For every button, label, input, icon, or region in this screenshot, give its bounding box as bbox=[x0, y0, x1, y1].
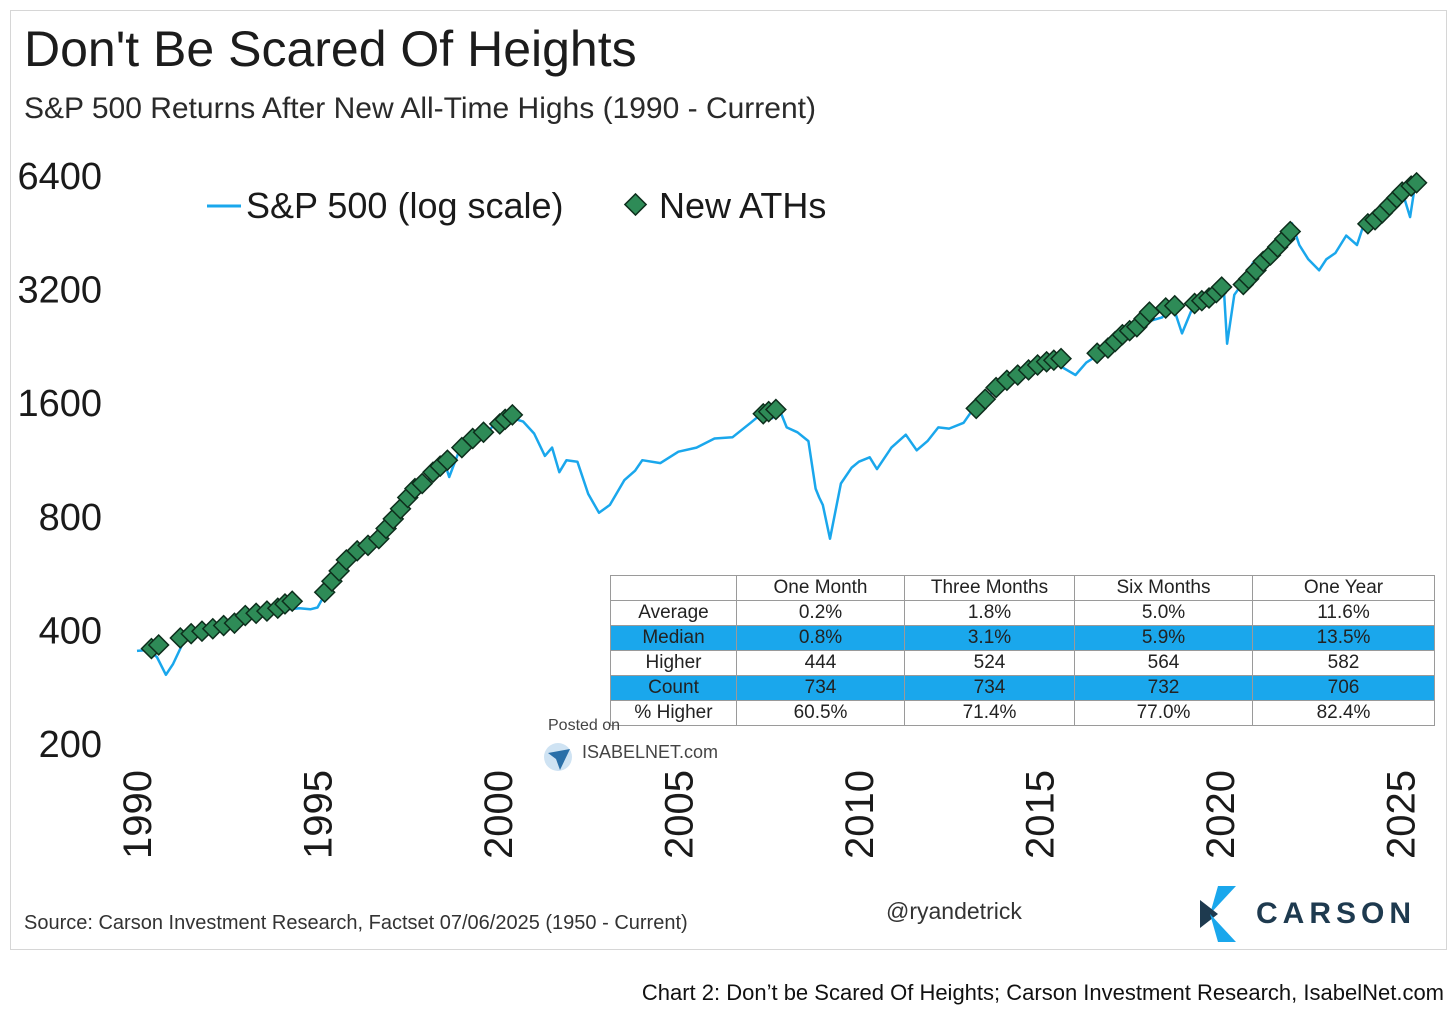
table-cell: 564 bbox=[1074, 650, 1253, 676]
ath-marker bbox=[1279, 220, 1302, 243]
row-label: Higher bbox=[610, 650, 737, 676]
ath-marker bbox=[974, 388, 997, 411]
y-tick-label: 1600 bbox=[17, 383, 102, 425]
table-cell: 0.2% bbox=[736, 600, 905, 626]
row-label: Median bbox=[610, 625, 737, 651]
y-tick-label: 3200 bbox=[17, 270, 102, 312]
table-cell: 0.8% bbox=[736, 625, 905, 651]
x-tick-label: 1990 bbox=[116, 770, 160, 859]
table-header-row: One Month Three Months Six Months One Ye… bbox=[610, 575, 1435, 601]
ath-marker bbox=[1405, 171, 1428, 194]
y-axis: 6400 3200 1600 800 400 200 bbox=[17, 156, 102, 766]
y-tick-label: 6400 bbox=[17, 156, 102, 198]
chart-title: Don't Be Scared Of Heights bbox=[24, 21, 637, 77]
ath-marker bbox=[411, 472, 434, 495]
author-handle: @ryandetrick bbox=[886, 898, 1022, 924]
row-label: Average bbox=[610, 600, 737, 626]
table-row-median: Median 0.8% 3.1% 5.9% 13.5% bbox=[610, 625, 1435, 651]
table-cell: 732 bbox=[1074, 675, 1253, 701]
isabelnet-logo-icon bbox=[544, 743, 572, 771]
ath-marker bbox=[436, 449, 459, 472]
table-header-cell: One Month bbox=[736, 575, 905, 601]
ath-marker bbox=[764, 398, 787, 421]
x-tick-label: 2020 bbox=[1199, 770, 1243, 859]
x-tick-label: 2015 bbox=[1018, 770, 1062, 859]
ath-marker bbox=[501, 403, 524, 426]
table-header-cell: One Year bbox=[1252, 575, 1435, 601]
table-cell: 11.6% bbox=[1252, 600, 1435, 626]
watermark-site: ISABELNET.com bbox=[582, 742, 719, 762]
carson-brand: CARSON bbox=[1256, 897, 1417, 930]
table-header-cell: Six Months bbox=[1074, 575, 1253, 601]
legend-marker-swatch bbox=[623, 192, 648, 217]
table-header-cell: Three Months bbox=[904, 575, 1075, 601]
ath-marker bbox=[1163, 294, 1186, 317]
sp500-chart: 6400 3200 1600 800 400 200 1990 1995 2000 2005 20… bbox=[17, 156, 1428, 859]
table-cell: 524 bbox=[904, 650, 1075, 676]
table-header-cell bbox=[610, 575, 737, 601]
x-tick-label: 2005 bbox=[657, 770, 701, 859]
returns-table: One Month Three Months Six Months One Ye… bbox=[610, 575, 1435, 726]
table-cell: 13.5% bbox=[1252, 625, 1435, 651]
ath-marker bbox=[1138, 301, 1161, 324]
ath-marker bbox=[1050, 347, 1073, 370]
ath-marker bbox=[472, 421, 495, 444]
ath-marker bbox=[281, 590, 304, 613]
table-cell: 444 bbox=[736, 650, 905, 676]
table-cell: 5.9% bbox=[1074, 625, 1253, 651]
table-row-pct-higher: % Higher 60.5% 71.4% 77.0% 82.4% bbox=[610, 700, 1435, 726]
ath-marker bbox=[147, 633, 170, 656]
table-cell: 734 bbox=[904, 675, 1075, 701]
table-cell: 734 bbox=[736, 675, 905, 701]
table-cell: 5.0% bbox=[1074, 600, 1253, 626]
table-row-higher: Higher 444 524 564 582 bbox=[610, 650, 1435, 676]
table-cell: 82.4% bbox=[1252, 700, 1435, 726]
carson-logo-icon bbox=[1200, 886, 1236, 942]
table-cell: 71.4% bbox=[904, 700, 1075, 726]
table-cell: 77.0% bbox=[1074, 700, 1253, 726]
chart-subtitle: S&P 500 Returns After New All-Time Highs… bbox=[24, 92, 816, 125]
table-row-count: Count 734 734 732 706 bbox=[610, 675, 1435, 701]
chart-frame bbox=[10, 10, 1447, 950]
row-label: Count bbox=[610, 675, 737, 701]
x-tick-label: 1995 bbox=[296, 770, 340, 859]
table-row-average: Average 0.2% 1.8% 5.0% 11.6% bbox=[610, 600, 1435, 626]
watermark-posted: Posted on bbox=[548, 717, 621, 734]
source-note: Source: Carson Investment Research, Fact… bbox=[24, 912, 688, 934]
legend-marker-label: New ATHs bbox=[659, 185, 826, 226]
y-tick-label: 200 bbox=[39, 724, 102, 766]
x-axis: 1990 1995 2000 2005 2010 2015 2020 2025 bbox=[116, 770, 1423, 859]
ath-markers bbox=[140, 171, 1428, 660]
row-label: % Higher bbox=[610, 700, 737, 726]
x-tick-label: 2010 bbox=[838, 770, 882, 859]
table-cell: 582 bbox=[1252, 650, 1435, 676]
legend-line-label: S&P 500 (log scale) bbox=[246, 185, 564, 226]
y-tick-label: 800 bbox=[39, 497, 102, 539]
x-tick-label: 2000 bbox=[477, 770, 521, 859]
figure-caption: Chart 2: Don’t be Scared Of Heights; Car… bbox=[641, 980, 1444, 1005]
y-tick-label: 400 bbox=[39, 610, 102, 652]
table-cell: 706 bbox=[1252, 675, 1435, 701]
legend: S&P 500 (log scale) New ATHs bbox=[207, 185, 826, 226]
table-cell: 1.8% bbox=[904, 600, 1075, 626]
x-tick-label: 2025 bbox=[1379, 770, 1423, 859]
table-cell: 60.5% bbox=[736, 700, 905, 726]
ath-marker bbox=[1210, 276, 1233, 299]
table-cell: 3.1% bbox=[904, 625, 1075, 651]
